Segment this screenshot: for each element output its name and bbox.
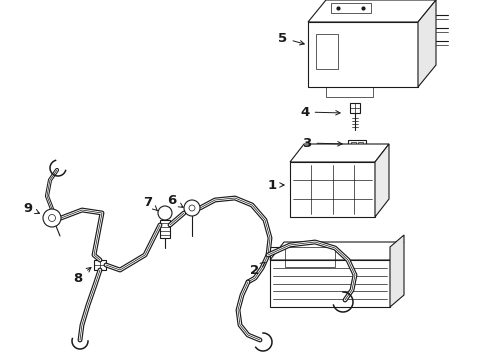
Bar: [307, 22, 417, 87]
Text: 2: 2: [250, 262, 264, 276]
Polygon shape: [389, 235, 403, 307]
Polygon shape: [289, 144, 388, 162]
Text: 3: 3: [302, 136, 342, 149]
Bar: [349, 103, 359, 113]
Circle shape: [158, 206, 172, 220]
Polygon shape: [374, 144, 388, 217]
Bar: [347, 140, 365, 152]
Polygon shape: [307, 0, 435, 22]
Text: 8: 8: [73, 267, 91, 284]
Bar: [350, 142, 355, 150]
Circle shape: [183, 200, 200, 216]
Bar: [289, 162, 374, 217]
Bar: [315, 34, 337, 69]
Text: 4: 4: [300, 105, 340, 118]
Bar: [160, 220, 170, 238]
Text: 7: 7: [143, 195, 157, 211]
Bar: [269, 260, 389, 307]
Bar: [94, 260, 106, 270]
Text: 5: 5: [278, 32, 304, 45]
Text: 1: 1: [267, 179, 284, 192]
Text: 6: 6: [167, 194, 183, 207]
Bar: [330, 3, 370, 13]
Polygon shape: [269, 242, 403, 260]
Bar: [285, 247, 334, 267]
Circle shape: [43, 209, 61, 227]
Text: 9: 9: [23, 202, 40, 215]
Bar: [357, 142, 362, 150]
Polygon shape: [417, 0, 435, 87]
